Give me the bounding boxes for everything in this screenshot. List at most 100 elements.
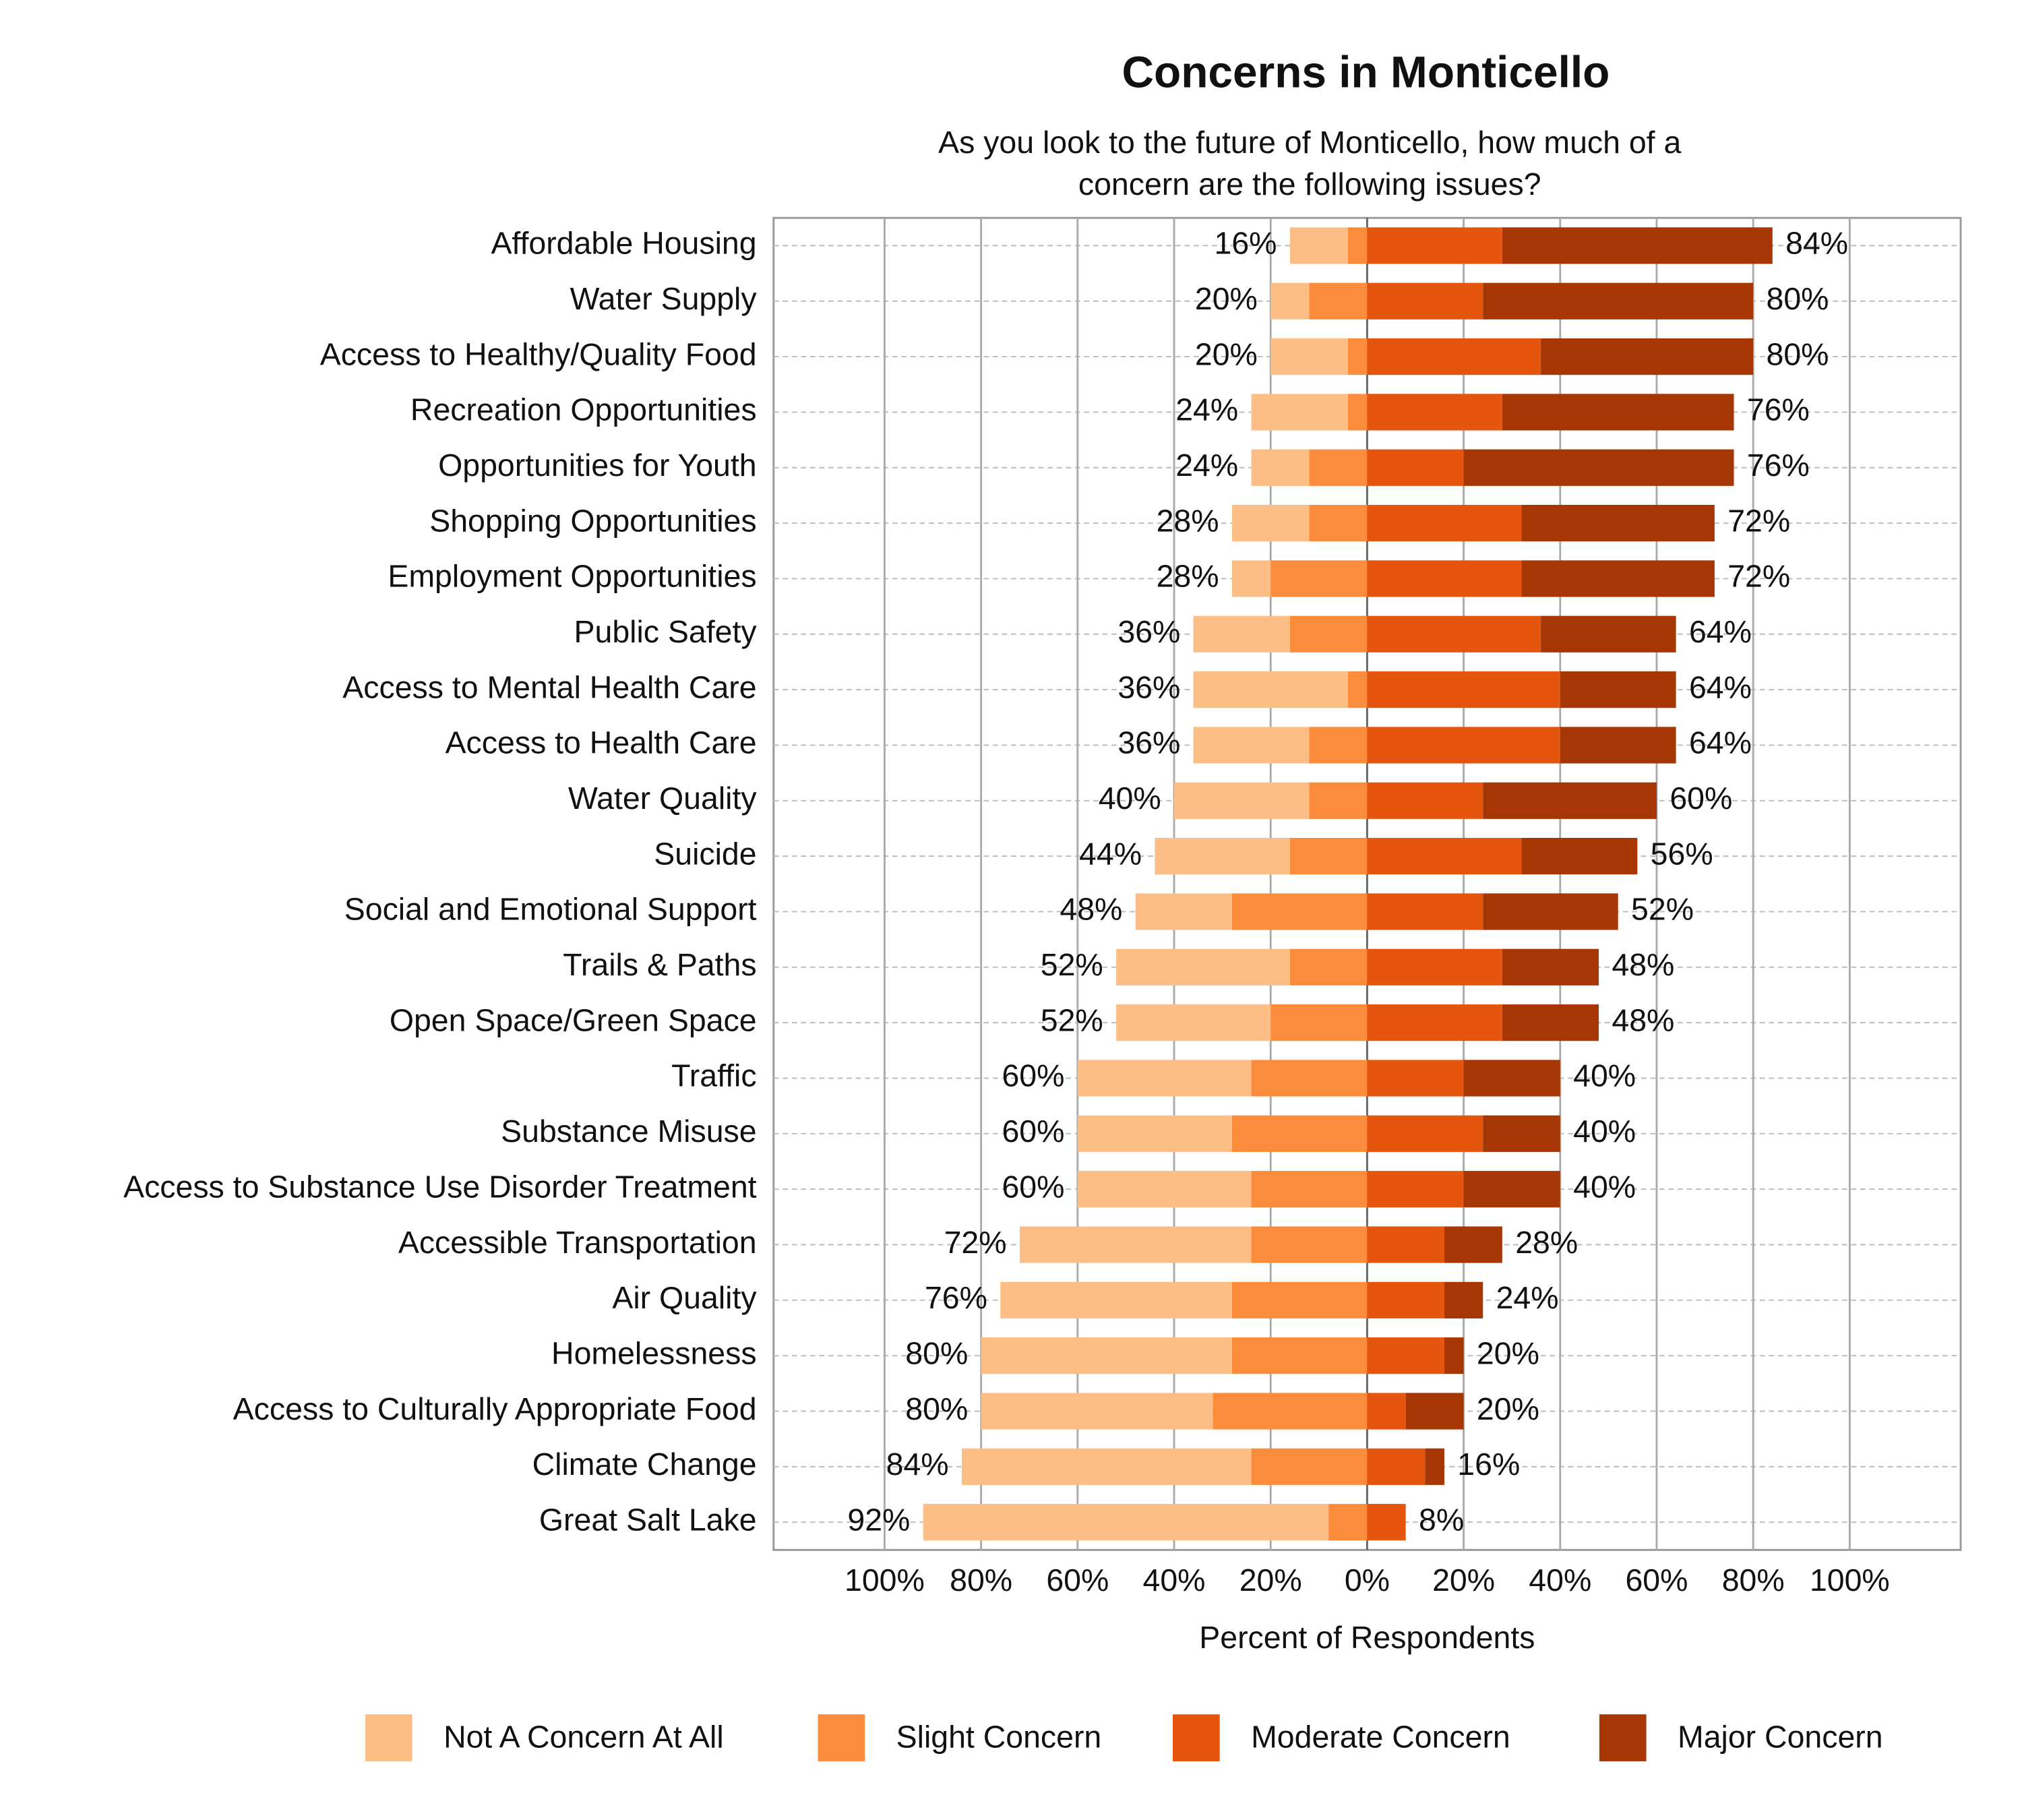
bar-segment [1367, 1171, 1464, 1208]
total-label: 80% [1767, 281, 1829, 316]
bar-segment [1231, 1337, 1368, 1374]
bar-segment [1077, 1115, 1232, 1152]
category-label: Shopping Opportunities [429, 503, 756, 538]
bar-segment [1213, 1393, 1368, 1430]
total-label: 72% [944, 1225, 1007, 1260]
bar-segment [981, 1337, 1232, 1374]
total-label: 36% [1117, 614, 1180, 649]
category-label: Public Safety [574, 614, 758, 649]
category-label: Open Space/Green Space [390, 1002, 757, 1037]
total-label: 64% [1689, 669, 1752, 704]
total-label: 24% [1175, 392, 1238, 427]
chart-subtitle: As you look to the future of Monticello,… [938, 125, 1681, 160]
total-label: 64% [1689, 614, 1752, 649]
bar-segment [1309, 782, 1368, 819]
bar-segment [1309, 504, 1368, 542]
bar-segment [1270, 1004, 1368, 1041]
total-label: 60% [1002, 1114, 1064, 1149]
total-label: 48% [1060, 892, 1122, 927]
bar-segment [1231, 1115, 1368, 1152]
total-label: 8% [1419, 1502, 1464, 1537]
total-label: 60% [1669, 781, 1732, 816]
total-label: 56% [1651, 836, 1713, 871]
total-label: 64% [1689, 725, 1752, 760]
bar-segment [1367, 615, 1541, 653]
total-label: 20% [1477, 1335, 1539, 1370]
bar-segment [1463, 449, 1734, 486]
bar-segment [1347, 338, 1368, 375]
total-label: 92% [847, 1502, 910, 1537]
legend-label: Major Concern [1678, 1719, 1883, 1754]
category-label: Opportunities for Youth [438, 448, 756, 483]
total-label: 80% [905, 1335, 968, 1370]
total-label: 80% [1767, 336, 1829, 371]
category-label: Homelessness [551, 1335, 757, 1370]
bar-segment [1367, 449, 1464, 486]
category-label: Access to Substance Use Disorder Treatme… [123, 1169, 757, 1204]
bar-segment [1367, 727, 1560, 764]
legend-label: Not A Concern At All [443, 1719, 724, 1754]
bar-segment [981, 1393, 1213, 1430]
category-label: Substance Misuse [501, 1114, 756, 1149]
bar-segment [1367, 227, 1502, 264]
bar-segment [1347, 394, 1368, 431]
total-label: 24% [1496, 1280, 1559, 1315]
category-label: Climate Change [532, 1447, 757, 1482]
bar-segment [1367, 1393, 1406, 1430]
category-label: Social and Emotional Support [344, 892, 757, 927]
total-label: 20% [1195, 336, 1258, 371]
bar-segment [1483, 282, 1754, 320]
bar-segment [1367, 671, 1560, 708]
bar-segment [1405, 1393, 1464, 1430]
bar-segment [1367, 1115, 1483, 1152]
chart-subtitle: concern are the following issues? [1078, 166, 1541, 202]
bar-segment [1019, 1226, 1252, 1263]
bar-segment [1367, 1004, 1502, 1041]
bar-segment [1251, 1448, 1368, 1485]
category-label: Traffic [671, 1058, 756, 1093]
total-label: 40% [1099, 781, 1161, 816]
legend-swatch [1173, 1714, 1220, 1761]
total-label: 60% [1002, 1169, 1064, 1204]
bar-segment [1231, 504, 1310, 542]
total-label: 40% [1573, 1114, 1636, 1149]
bar-segment [1309, 282, 1368, 320]
bar-segment [1367, 782, 1483, 819]
total-label: 16% [1215, 226, 1277, 261]
bar-segment [1367, 838, 1522, 875]
legend-swatch [1599, 1714, 1647, 1761]
bar-segment [1347, 227, 1368, 264]
bar-segment [1367, 1504, 1406, 1541]
bar-segment [1502, 948, 1599, 985]
bar-segment [1367, 1448, 1426, 1485]
bar-segment [1367, 948, 1502, 985]
total-label: 28% [1157, 503, 1219, 538]
bar-segment [1444, 1337, 1464, 1374]
bar-segment [1347, 671, 1368, 708]
total-label: 72% [1727, 559, 1790, 594]
bar-segment [1077, 1171, 1252, 1208]
bar-segment [1444, 1226, 1502, 1263]
bar-segment [1560, 727, 1676, 764]
bar-segment [1463, 1171, 1560, 1208]
total-label: 52% [1631, 892, 1694, 927]
bar-segment [961, 1448, 1252, 1485]
bar-segment [1000, 1281, 1232, 1318]
bar-segment [1521, 560, 1715, 597]
bar-segment [1193, 671, 1348, 708]
bar-segment [1135, 893, 1232, 930]
x-tick-label: 60% [1046, 1563, 1109, 1598]
category-label: Access to Healthy/Quality Food [320, 336, 757, 371]
total-label: 84% [886, 1447, 949, 1482]
bar-segment [1116, 948, 1290, 985]
x-tick-label: 0% [1345, 1563, 1390, 1598]
bar-segment [1270, 560, 1368, 597]
bar-segment [1367, 504, 1522, 542]
total-label: 40% [1573, 1058, 1636, 1093]
total-label: 48% [1612, 947, 1674, 982]
x-tick-label: 100% [1810, 1563, 1890, 1598]
bar-segment [1560, 671, 1676, 708]
bar-segment [1077, 1060, 1252, 1097]
total-label: 20% [1477, 1391, 1539, 1426]
category-label: Air Quality [612, 1280, 757, 1315]
